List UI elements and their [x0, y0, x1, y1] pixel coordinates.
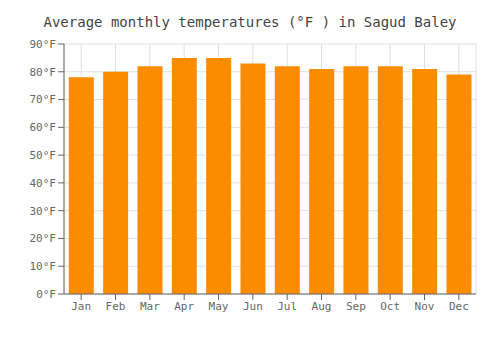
- svg-text:Jul: Jul: [277, 300, 297, 313]
- html-text:Average monthly temperatures (: Average monthly temperatures (°F ) in Sa…: [43, 14, 457, 30]
- svg-text:Mar: Mar: [140, 300, 160, 313]
- svg-text:May: May: [209, 300, 229, 313]
- svg-text:Dec: Dec: [449, 300, 469, 313]
- svg-text:Nov: Nov: [415, 300, 435, 313]
- svg-text:0°F: 0°F: [36, 288, 56, 301]
- svg-text:30°F: 30°F: [30, 205, 57, 218]
- svg-text:Apr: Apr: [174, 300, 194, 313]
- svg-text:60°F: 60°F: [30, 121, 57, 134]
- svg-text:40°F: 40°F: [30, 177, 57, 190]
- svg-text:80°F: 80°F: [30, 66, 57, 79]
- svg-text:Jan: Jan: [71, 300, 91, 313]
- svg-text:70°F: 70°F: [30, 93, 57, 106]
- svg-text:50°F: 50°F: [30, 149, 57, 162]
- svg-text:Oct: Oct: [380, 300, 400, 313]
- svg-text:Sep: Sep: [346, 300, 366, 313]
- svg-text:10°F: 10°F: [30, 260, 57, 273]
- svg-text:Jun: Jun: [243, 300, 263, 313]
- svg-text:Aug: Aug: [312, 300, 332, 313]
- svg-text:Feb: Feb: [106, 300, 126, 313]
- svg-text:90°F: 90°F: [30, 38, 57, 51]
- svg-text:20°F: 20°F: [30, 232, 57, 245]
